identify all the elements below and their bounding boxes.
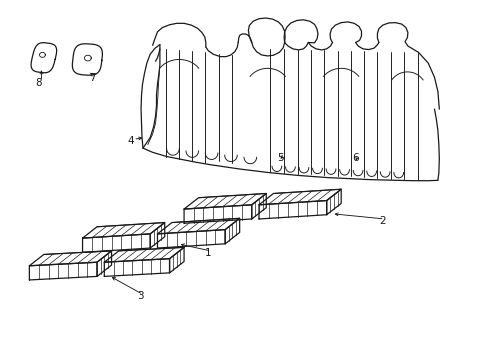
Polygon shape: [29, 251, 111, 266]
Polygon shape: [157, 218, 239, 234]
Polygon shape: [251, 193, 265, 219]
Polygon shape: [157, 230, 224, 248]
Polygon shape: [169, 247, 183, 273]
Polygon shape: [119, 247, 183, 265]
Polygon shape: [183, 205, 251, 223]
Text: 5: 5: [277, 153, 284, 163]
Text: 4: 4: [127, 136, 134, 146]
Text: 6: 6: [351, 153, 358, 163]
Text: 2: 2: [378, 216, 385, 226]
Text: 1: 1: [204, 248, 211, 258]
Polygon shape: [183, 193, 265, 209]
Polygon shape: [150, 222, 164, 248]
Text: 3: 3: [137, 291, 143, 301]
Polygon shape: [82, 222, 164, 238]
Text: 7: 7: [89, 73, 95, 83]
Polygon shape: [259, 201, 326, 219]
Polygon shape: [172, 218, 239, 237]
Polygon shape: [198, 193, 265, 212]
Polygon shape: [104, 247, 183, 262]
Polygon shape: [104, 259, 169, 276]
Polygon shape: [224, 218, 239, 244]
Polygon shape: [97, 251, 111, 276]
Polygon shape: [44, 251, 111, 269]
Polygon shape: [82, 234, 150, 252]
Polygon shape: [29, 262, 97, 280]
Polygon shape: [259, 189, 341, 205]
Polygon shape: [273, 189, 341, 208]
Polygon shape: [97, 222, 164, 241]
Polygon shape: [326, 189, 341, 215]
Text: 8: 8: [36, 78, 42, 88]
